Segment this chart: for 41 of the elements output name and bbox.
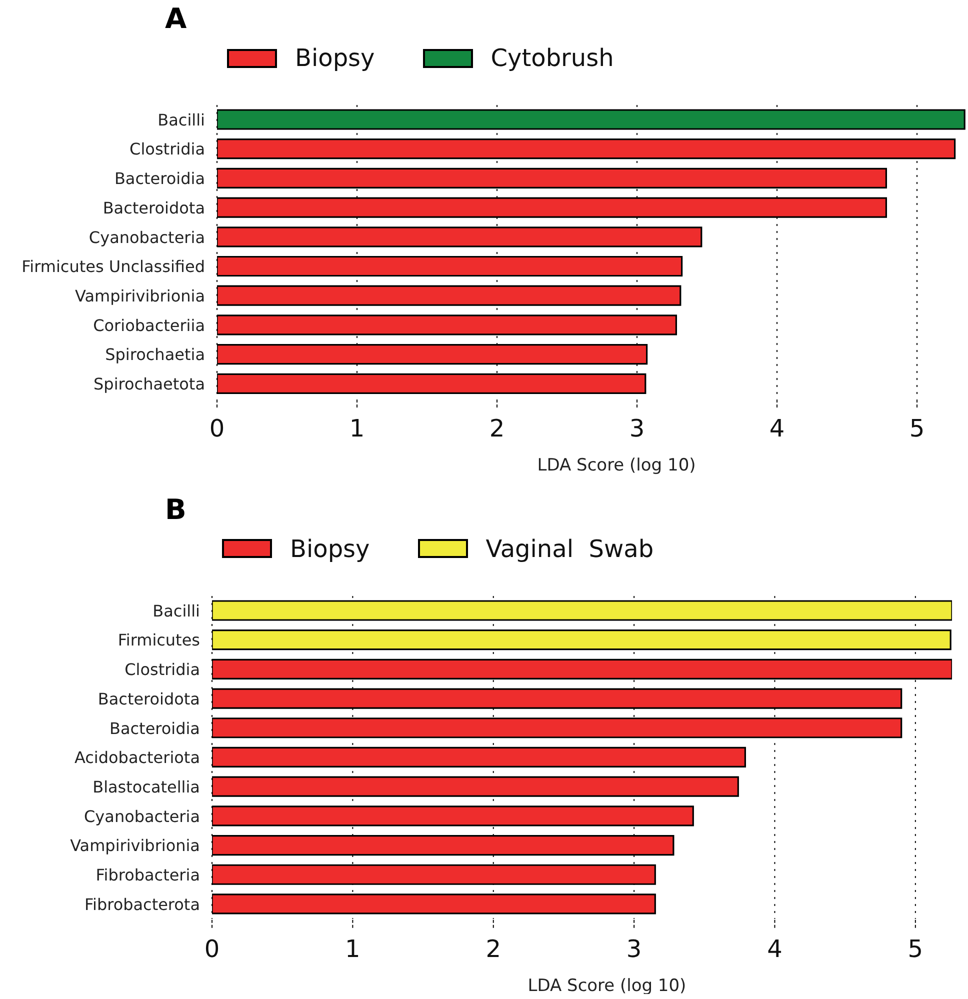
y-tick-label: Bacilli	[158, 110, 205, 130]
y-tick-label: Firmicutes	[118, 630, 200, 650]
y-tick-label: Cyanobacteria	[88, 228, 205, 247]
x-axis-title: LDA Score (log 10)	[537, 456, 696, 476]
legend-label: Cytobrush	[490, 44, 614, 72]
y-tick-label: Bacilli	[152, 600, 200, 620]
y-tick-label: Firmicutes Unclassified	[22, 257, 205, 276]
chart-title: B	[164, 492, 188, 526]
x-tick-label: 1	[349, 414, 365, 443]
y-tick-label: Cyanobacteria	[84, 806, 200, 826]
y-tick-label: Bacteroidia	[110, 718, 200, 738]
y-tick-label: Bacteroidota	[102, 198, 205, 218]
y-tick-label: Fibrobacteria	[96, 865, 200, 884]
y-tick-label: Acidobacteriota	[74, 748, 200, 767]
x-tick-label: 2	[489, 414, 505, 443]
legend-label: Vaginal Swab	[486, 534, 654, 562]
x-tick-label: 4	[769, 414, 785, 443]
y-tick-label: Bacteroidota	[98, 688, 200, 708]
x-tick-label: 2	[486, 934, 501, 962]
legend-label: Biopsy	[295, 44, 375, 72]
y-tick-label: Spirochaetota	[94, 374, 205, 394]
y-tick-label: Bacteroidia	[114, 169, 205, 188]
x-tick-label: 3	[629, 414, 645, 443]
y-tick-label: Vampirivibrionia	[75, 286, 205, 306]
x-tick-label: 0	[204, 934, 220, 962]
y-tick-label: Fibrobacterota	[84, 894, 200, 914]
y-tick-label: Clostridia	[130, 140, 205, 159]
y-tick-label: Blastocatellia	[92, 776, 200, 796]
x-tick-label: 5	[908, 934, 924, 962]
y-tick-label: Spirochaetia	[105, 345, 205, 364]
y-tick-label: Clostridia	[124, 660, 200, 679]
x-tick-label: 0	[209, 414, 225, 443]
chart-title: A	[164, 2, 188, 35]
x-tick-label: 1	[345, 934, 360, 962]
x-tick-label: 4	[767, 934, 782, 962]
x-axis-title: LDA Score (log 10)	[528, 975, 686, 996]
x-tick-label: 5	[909, 414, 925, 443]
legend-label: Biopsy	[290, 534, 370, 562]
y-tick-label: Vampirivibrionia	[70, 836, 200, 855]
y-tick-label: Coriobacteriia	[93, 316, 205, 335]
x-tick-label: 3	[626, 934, 642, 962]
